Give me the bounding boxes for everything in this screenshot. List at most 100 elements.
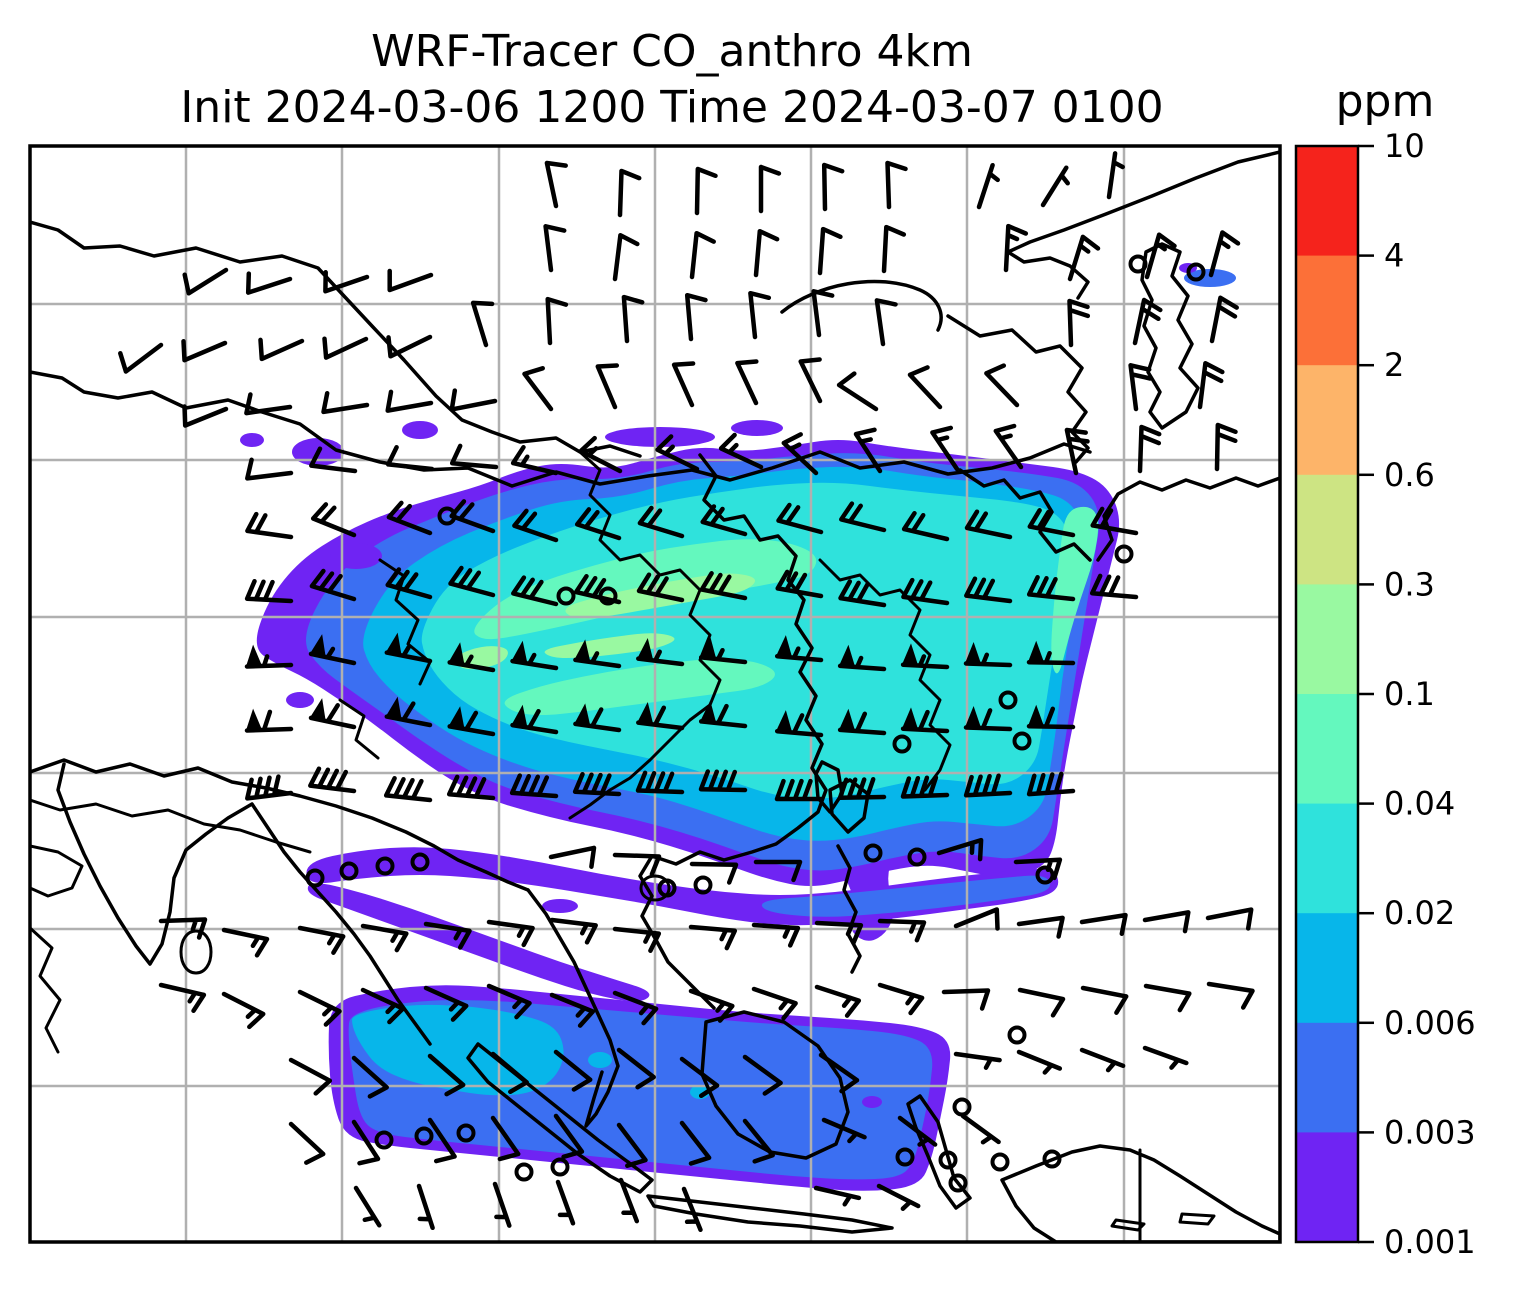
wind-barb [684,292,708,342]
wind-barb [1205,907,1254,931]
wind-barb [681,1186,703,1233]
plume-speckle-3 [605,427,715,447]
wind-barb [351,1055,389,1099]
wind-barb-pennant [838,708,856,733]
colorbar-segment-turq [1296,803,1358,914]
wind-barb [386,500,433,536]
wind-barb [1142,1045,1189,1070]
colorbar-tick-label: 0.6 [1384,456,1435,494]
plume-speckle-9 [588,1052,612,1068]
colorbar-segment-ygreen [1296,474,1358,585]
wind-barb [993,423,1024,470]
wind-barb [900,775,950,799]
wind-barb [689,861,739,885]
coastline-japan-arc [1096,476,1280,562]
calm-wind-circle [1012,731,1032,751]
wind-barb [182,404,229,428]
wind-barb [446,774,496,801]
wind-barb [1206,981,1255,1010]
wind-barb [776,502,824,535]
wind-barb [543,224,567,273]
wind-barb [309,446,358,474]
wind-barb [837,777,887,801]
wind-barb-pennant [775,635,793,659]
wind-barb [637,505,685,539]
wind-barb [118,342,164,374]
coastline-java [646,1194,894,1234]
border-china-interior-b [818,558,952,792]
calm-wind-circle [1042,1149,1062,1169]
wind-barb [679,1056,720,1099]
colorbar: 10 4 2 0.6 0.3 0.1 0.04 0.02 0.006 0.003 0.001 [1294,127,1476,1261]
wind-barb-pennant [1027,640,1045,664]
wind-barb [385,567,433,600]
wind-barb-pennant [964,642,982,666]
wind-barb [387,268,434,293]
wind-barb [901,510,950,542]
calm-wind-circle [550,1157,570,1177]
wind-barb [1016,1049,1063,1075]
wind-barb [953,1051,1002,1070]
wind-barb [158,917,208,940]
wind-barb [553,1113,585,1160]
wind-barb [1067,298,1091,348]
wind-barb [618,1177,640,1224]
calm-wind-circle [339,861,359,881]
wind-barb [549,917,598,945]
wind-barb [836,371,879,412]
calm-wind-circle [952,1097,972,1117]
wind-barb [688,924,738,951]
wind-barb [1079,912,1128,937]
wind-barb [688,988,735,1023]
wind-barb [655,434,700,472]
wind-barb [510,444,559,476]
wind-barb [612,990,659,1026]
wind-barb [470,300,495,348]
coastline-taiwan [814,760,844,814]
wind-barb [544,160,568,209]
wind-barb [1137,424,1162,474]
plume-region-south-band-0.003 [761,875,1051,917]
wind-barb [512,508,559,543]
wind-barb [553,1049,593,1092]
wind-barb [885,160,908,210]
colorbar-segment-red [1296,146,1358,257]
border-ne-china [946,314,1090,464]
wind-barb [671,361,696,408]
wind-barb [689,230,716,280]
wind-barb-pennant [775,710,793,734]
wind-barb [700,504,748,537]
wind-barb [679,1120,712,1166]
wind-barb [297,989,342,1027]
wind-barb [1064,427,1090,476]
wind-barb [1016,915,1065,939]
wind-barb [1144,232,1177,280]
calm-wind-circle [998,690,1018,710]
wind-barb-pennant [573,703,591,728]
wind-barb-pennant [510,640,528,665]
lake-left [30,844,84,898]
wind-barb [244,578,294,604]
calm-wind-circle [374,1130,394,1150]
wind-barb [322,336,369,360]
wind-barb [386,334,433,359]
wind-barb-pennant [448,642,465,667]
wind-barb [423,985,469,1022]
wind-barb [245,774,294,801]
wind-barb-pennant [573,639,591,664]
colorbar-segment-orange [1296,255,1358,366]
wind-barb [984,363,1020,408]
calm-wind-circle [907,847,927,867]
wind-barb [1026,575,1076,602]
wind-barb [1142,910,1191,934]
wind-barb [1143,983,1192,1013]
calm-wind-circle [1035,865,1055,885]
calm-wind-circle [863,843,883,863]
calm-wind-circle [657,878,677,898]
wind-barb [838,579,887,608]
wind-barb-pennant [636,701,654,726]
wind-barb [1214,422,1238,472]
calm-wind-circle [437,506,457,526]
wind-barb [774,778,824,802]
